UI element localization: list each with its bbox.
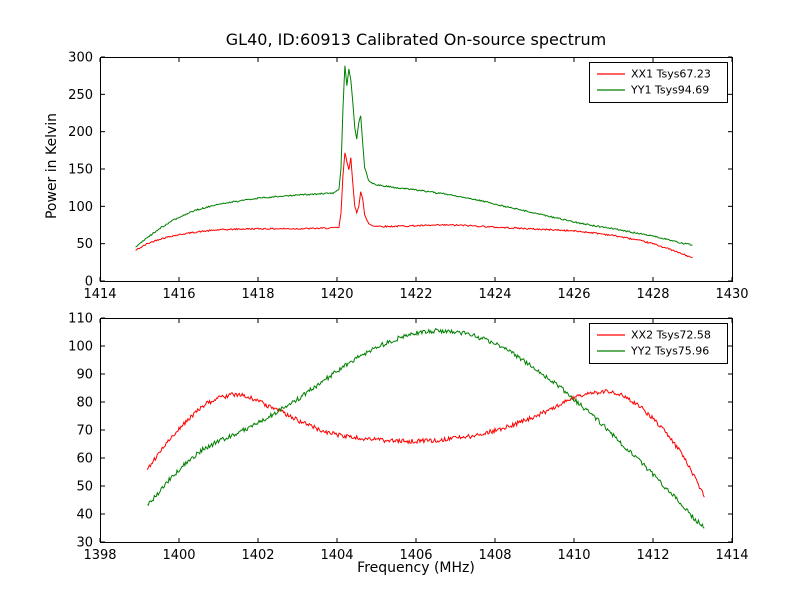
y-tick-label: 150 xyxy=(68,163,93,178)
x-tick-label: 1408 xyxy=(478,548,511,563)
x-tick-label: 1414 xyxy=(715,548,748,563)
series-line-yy2 xyxy=(147,327,705,529)
y-tick-label: 100 xyxy=(68,340,93,355)
y-tick-label: 60 xyxy=(76,452,93,467)
y-tick-label: 30 xyxy=(76,536,93,551)
legend-box xyxy=(589,62,728,103)
x-tick-label: 1422 xyxy=(399,287,432,302)
series-line-xx2 xyxy=(146,389,705,498)
x-tick-label: 1406 xyxy=(399,548,432,563)
x-tick-label: 1402 xyxy=(241,548,274,563)
y-tick-label: 80 xyxy=(76,396,93,411)
x-tick-label: 1428 xyxy=(636,287,669,302)
legend-label: XX2 Tsys72.58 xyxy=(631,329,711,342)
legend-box xyxy=(589,323,728,364)
x-tick-label: 1416 xyxy=(162,287,195,302)
x-tick-label: 1410 xyxy=(557,548,590,563)
legend-label: YY1 Tsys94.69 xyxy=(630,84,709,97)
legend-label: XX1 Tsys67.23 xyxy=(631,68,711,81)
y-tick-label: 300 xyxy=(68,51,93,66)
y-tick-label: 90 xyxy=(76,368,93,383)
y-tick-label: 250 xyxy=(68,88,93,103)
x-tick-label: 1414 xyxy=(83,287,116,302)
x-axis-label: Frequency (MHz) xyxy=(357,560,475,576)
series-line-xx1 xyxy=(135,152,693,259)
y-tick-label: 40 xyxy=(76,508,93,523)
x-tick-label: 1404 xyxy=(320,548,353,563)
x-tick-label: 1418 xyxy=(241,287,274,302)
y-tick-label: 100 xyxy=(68,200,93,215)
legend-label: YY2 Tsys75.96 xyxy=(630,345,709,358)
y-tick-label: 50 xyxy=(76,480,93,495)
x-tick-label: 1424 xyxy=(478,287,511,302)
x-tick-label: 1430 xyxy=(715,287,748,302)
y-tick-label: 0 xyxy=(85,275,93,290)
y-tick-label: 50 xyxy=(76,237,93,252)
y-tick-label: 70 xyxy=(76,424,93,439)
x-tick-label: 1398 xyxy=(83,548,116,563)
x-tick-label: 1412 xyxy=(636,548,669,563)
x-tick-label: 1426 xyxy=(557,287,590,302)
x-tick-label: 1400 xyxy=(162,548,195,563)
y-tick-label: 200 xyxy=(68,125,93,140)
series-line-yy1 xyxy=(135,65,693,248)
y-axis-label: Power in Kelvin xyxy=(44,112,60,220)
y-tick-label: 110 xyxy=(68,312,93,327)
x-tick-label: 1420 xyxy=(320,287,353,302)
figure-title: GL40, ID:60913 Calibrated On-source spec… xyxy=(225,30,607,49)
